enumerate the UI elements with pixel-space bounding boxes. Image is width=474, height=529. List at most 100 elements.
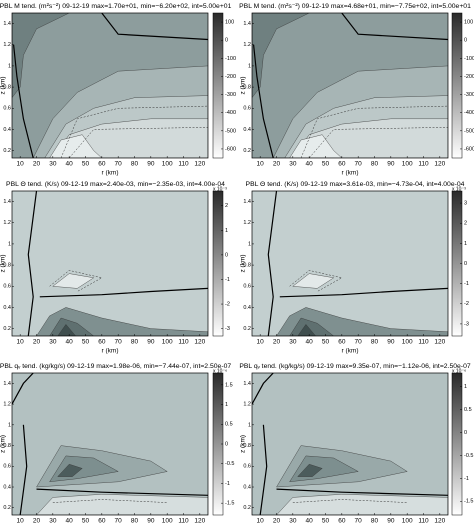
- contour-fill: [57, 463, 83, 477]
- colorbar-tick-label: 0: [464, 38, 467, 44]
- x-axis-label: r (km): [342, 348, 359, 355]
- x-tick-label: 90: [147, 518, 155, 525]
- colorbar-exponent: x 10⁻³: [452, 186, 466, 192]
- x-tick-label: 10: [17, 339, 25, 346]
- x-tick-label: 20: [33, 339, 41, 346]
- colorbar-exponent: x 10⁻⁶: [452, 368, 466, 374]
- x-tick-label: 60: [338, 518, 346, 525]
- x-tick-label: 30: [49, 161, 57, 168]
- x-tick-label: 110: [418, 339, 429, 346]
- colorbar-tick-label: 3: [464, 201, 467, 207]
- x-tick-label: 60: [338, 161, 346, 168]
- y-tick-label: 0.4: [3, 127, 11, 133]
- x-axis-label: r (km): [342, 170, 359, 177]
- y-tick-label: 1: [8, 241, 11, 247]
- negative-contour: [60, 105, 208, 158]
- x-tick-label: 80: [131, 518, 139, 525]
- x-tick-label: 90: [147, 339, 155, 346]
- x-tick-label: 100: [162, 339, 173, 346]
- y-tick-label: 1.2: [243, 220, 251, 226]
- y-axis-label: z (km): [0, 76, 7, 94]
- colorbar-tick-label: -200: [464, 74, 474, 80]
- colorbar-tick-label: 0.5: [464, 407, 472, 413]
- x-tick-label: 70: [115, 518, 123, 525]
- x-tick-label: 70: [355, 339, 363, 346]
- x-tick-label: 40: [66, 161, 74, 168]
- colorbar-tick-label: 0: [225, 252, 228, 258]
- colorbar: [451, 372, 463, 516]
- zero-contour: [12, 373, 34, 405]
- y-tick-label: 0.6: [243, 464, 251, 470]
- zero-contour: [13, 44, 34, 158]
- y-tick-label: 0.8: [3, 443, 11, 449]
- contour-fill: [292, 273, 335, 289]
- plot-frame: [11, 190, 209, 337]
- x-tick-label: 40: [306, 161, 314, 168]
- x-tick-label: 70: [355, 518, 363, 525]
- plot-frame: [251, 190, 449, 337]
- y-tick-label: 0.6: [3, 284, 11, 290]
- y-tick-label: 0.2: [3, 326, 11, 332]
- negative-contour: [300, 105, 448, 158]
- colorbar-tick-label: -0.5: [225, 461, 234, 467]
- y-tick-label: 1: [8, 63, 11, 69]
- colorbar-tick-label: 1: [464, 384, 467, 390]
- x-tick-label: 80: [131, 161, 139, 168]
- x-tick-label: 30: [289, 161, 297, 168]
- x-tick-label: 110: [418, 161, 429, 168]
- x-tick-label: 40: [306, 518, 314, 525]
- y-tick-label: 0.4: [3, 484, 11, 490]
- x-tick-label: 30: [49, 518, 57, 525]
- y-axis-label: z (km): [240, 435, 247, 453]
- colorbar-tick-label: -2: [225, 302, 230, 308]
- x-tick-label: 70: [115, 339, 123, 346]
- y-tick-label: 0.8: [3, 263, 11, 269]
- y-tick-label: 1.4: [243, 199, 251, 205]
- y-tick-label: 0.4: [243, 305, 251, 311]
- x-tick-label: 120: [434, 161, 445, 168]
- x-tick-label: 50: [82, 339, 90, 346]
- y-tick-label: 0.6: [243, 284, 251, 290]
- colorbar-exponent: x 10⁻⁶: [213, 368, 227, 374]
- x-tick-label: 20: [273, 339, 281, 346]
- zero-contour: [39, 287, 208, 298]
- y-tick-label: 1.4: [3, 381, 11, 387]
- x-tick-label: 50: [322, 161, 330, 168]
- panel-title: PBL qᵥ tend. (kg/kg/s) 09-12-19 max=1.98…: [0, 363, 231, 370]
- colorbar-tick-label: -600: [464, 146, 474, 152]
- x-axis-label: r (km): [102, 170, 119, 177]
- x-tick-label: 10: [17, 161, 25, 168]
- x-tick-label: 10: [257, 161, 265, 168]
- colorbar-tick-label: 1: [225, 228, 228, 234]
- zero-contour: [19, 424, 28, 515]
- plot-frame: [11, 12, 209, 159]
- panel-title: PBL M tend. (m²s⁻²) 09-12-19 max=1.70e+0…: [0, 3, 232, 10]
- field-background: [12, 373, 208, 515]
- colorbar-tick-label: -1: [225, 481, 230, 487]
- zero-contour: [267, 191, 278, 336]
- x-tick-label: 110: [178, 161, 189, 168]
- contour-fill: [49, 134, 103, 158]
- x-tick-label: 90: [387, 339, 395, 346]
- contour-field: [12, 373, 208, 515]
- panel: PBL qᵥ tend. (kg/kg/s) 09-12-19 max=1.98…: [0, 363, 234, 525]
- colorbar-tick-label: 1: [464, 241, 467, 247]
- x-tick-label: 20: [273, 161, 281, 168]
- colorbar-tick-label: -300: [225, 92, 236, 98]
- y-tick-label: 1.2: [3, 220, 11, 226]
- x-tick-label: 50: [82, 161, 90, 168]
- colorbar-tick-label: -400: [464, 110, 474, 116]
- x-tick-label: 120: [434, 518, 445, 525]
- colorbar-tick-label: -2: [464, 301, 469, 307]
- x-tick-label: 90: [147, 161, 155, 168]
- colorbar-tick-label: -500: [464, 128, 474, 134]
- contour-field: [12, 13, 208, 158]
- x-tick-label: 80: [131, 339, 139, 346]
- x-tick-label: 80: [371, 161, 379, 168]
- negative-contour: [309, 127, 448, 158]
- plot-frame: [251, 372, 449, 516]
- y-tick-label: 1.4: [3, 199, 11, 205]
- x-tick-label: 70: [115, 161, 123, 168]
- y-axis-label: z (km): [240, 76, 247, 94]
